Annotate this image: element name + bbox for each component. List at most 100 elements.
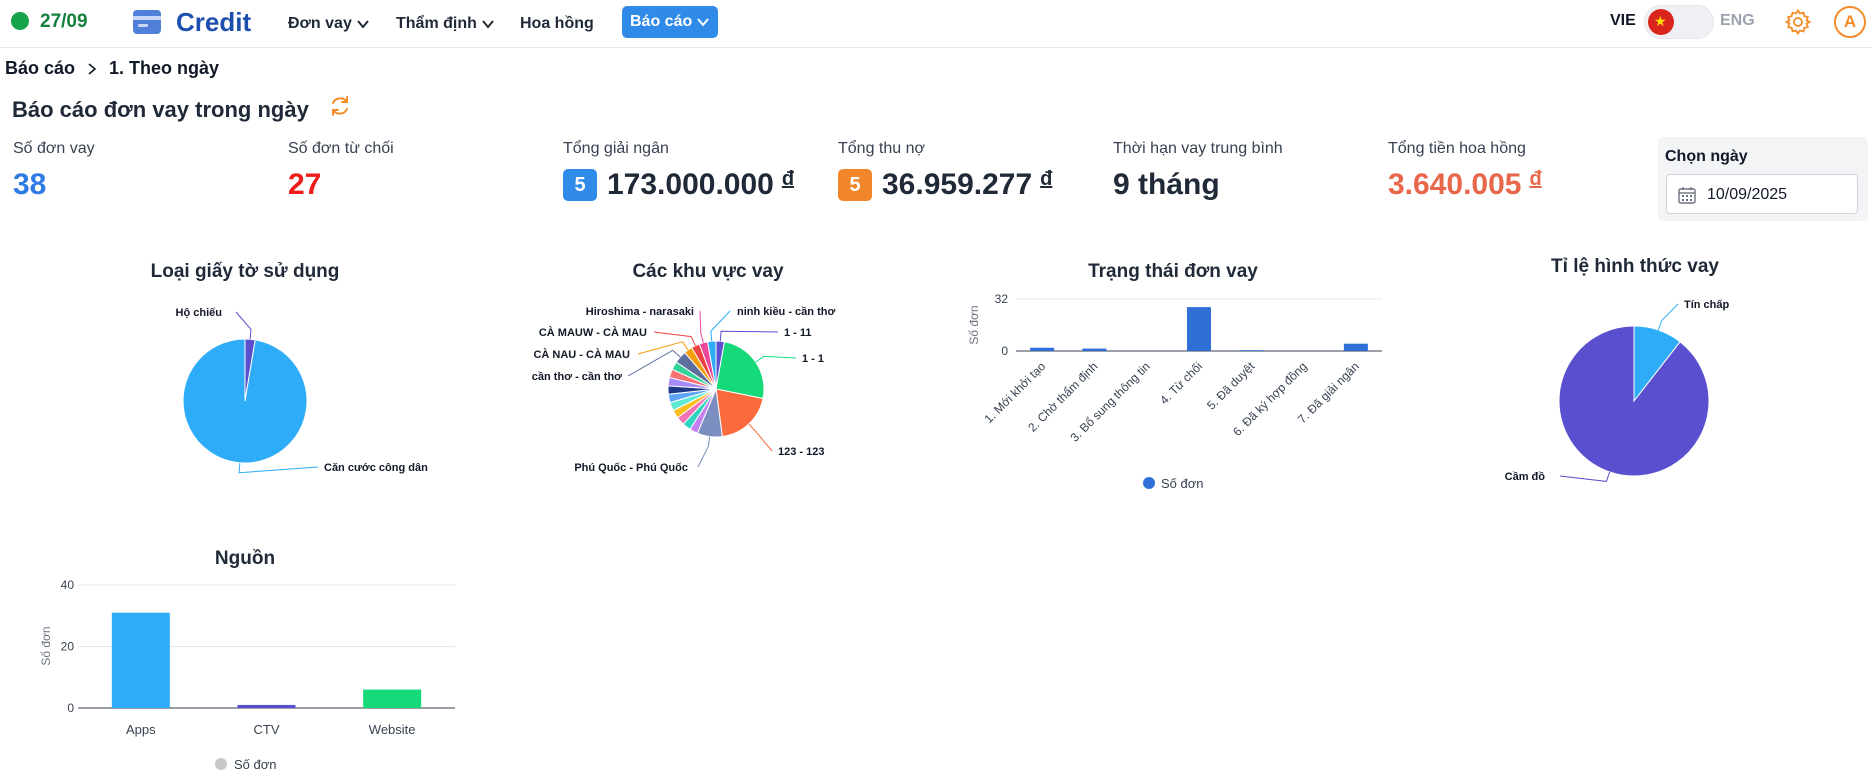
kpi-value: 5 173.000.000 đ — [563, 168, 794, 202]
bar-nguon-bar — [111, 612, 170, 708]
kpi-tong-giai-ngan: Tổng giải ngân 5 173.000.000 đ — [563, 140, 794, 202]
chevron-down-icon — [482, 20, 494, 29]
kpi-label: Số đơn vay — [13, 140, 95, 157]
nav-bao-cao-label: Báo cáo — [630, 13, 693, 30]
pie-hinh-thuc-slice-label: Cầm đồ — [1505, 471, 1546, 483]
bar-trang-thai-legend-label: Số đơn — [1161, 476, 1204, 491]
bar-trang-thai-ylabel: Số đơn — [967, 305, 981, 344]
chart-title-khu-vuc: Các khu vực vay — [632, 261, 784, 282]
pie-loai-giay-to-leader-line — [238, 462, 319, 474]
nav-tham-dinh[interactable]: Thẩm định — [396, 10, 495, 38]
bar-nguon-xtick: Apps — [126, 722, 156, 737]
count-badge[interactable]: 5 — [838, 169, 872, 201]
pie-khu-vuc-slice-label: cần thơ - cần thơ — [532, 371, 622, 383]
date-picker-panel: Chọn ngày 10/09/2025 — [1658, 137, 1868, 221]
bar-trang-thai-legend-marker — [1143, 477, 1155, 489]
lang-vie-label[interactable]: VIE — [1610, 12, 1636, 29]
kpi-number: 27 — [288, 168, 322, 201]
pie-hinh-thuc-slice-label: Tín chấp — [1684, 299, 1730, 311]
pie-khu-vuc-leader-line — [755, 355, 797, 363]
kpi-number: 36.959.277 — [882, 168, 1033, 201]
bar-nguon-legend-marker — [215, 758, 227, 770]
pie-khu-vuc-slice — [706, 340, 717, 390]
lang-eng-label[interactable]: ENG — [1720, 12, 1755, 29]
pie-hinh-thuc-leader-line — [1559, 471, 1611, 482]
nav-tham-dinh-label: Thẩm định — [396, 15, 477, 32]
nav-bao-cao[interactable]: Báo cáo — [622, 6, 719, 38]
bar-nguon-xtick: Website — [369, 722, 416, 737]
brand-name[interactable]: Credit — [176, 7, 252, 37]
kpi-number: 9 tháng — [1113, 168, 1220, 201]
date-input[interactable]: 10/09/2025 — [1666, 174, 1858, 214]
kpi-value: 9 tháng — [1113, 168, 1283, 202]
chart-title-loai-giay-to: Loại giấy tờ sử dụng — [150, 261, 340, 282]
chart-title-trang-thai: Trạng thái đơn vay — [1088, 261, 1258, 282]
chevron-down-icon — [697, 18, 710, 27]
currency-symbol: đ — [781, 167, 795, 190]
currency-symbol: đ — [1040, 167, 1053, 190]
bar-nguon-xtick: CTV — [254, 722, 280, 737]
bar-nguon-bar — [363, 689, 422, 708]
page-title: Báo cáo đơn vay trong ngày — [12, 97, 309, 122]
language-toggle[interactable]: ★ — [1644, 5, 1714, 39]
kpi-label: Thời hạn vay trung bình — [1113, 140, 1283, 157]
breadcrumb-current: 1. Theo ngày — [109, 58, 220, 78]
bar-trang-thai-xtick: 4. Từ chối — [1157, 359, 1205, 407]
pie-khu-vuc-slice-label: 1 - 1 — [802, 353, 824, 365]
pie-loai-giay-to-slice-label: Hộ chiếu — [176, 307, 222, 319]
pie-khu-vuc-leader-line — [748, 423, 773, 452]
kpi-label: Số đơn từ chối — [288, 140, 394, 157]
bar-trang-thai-bar — [1082, 348, 1107, 351]
pie-khu-vuc-slice-label: ninh kiều - cần thơ — [737, 306, 835, 318]
pie-khu-vuc-slice-label: 1 - 11 — [784, 327, 812, 339]
kpi-number: 3.640.005 — [1388, 168, 1522, 201]
breadcrumb: Báo cáo 1. Theo ngày — [5, 58, 219, 79]
vietnam-flag-icon: ★ — [1648, 9, 1674, 35]
bar-trang-thai-bar — [1239, 350, 1264, 351]
pie-khu-vuc-slice — [715, 388, 764, 438]
pie-khu-vuc-leader-line — [627, 349, 681, 377]
chart-title-nguon: Nguồn — [214, 548, 276, 569]
avatar[interactable]: A — [1834, 6, 1866, 38]
bar-nguon-ytick: 40 — [61, 578, 75, 592]
nav-don-vay[interactable]: Đơn vay — [288, 10, 370, 38]
kpi-tong-thu-no: Tổng thu nợ 5 36.959.277 đ — [838, 140, 1052, 202]
nav-don-vay-label: Đơn vay — [288, 15, 352, 32]
credit-card-icon — [133, 10, 161, 34]
refresh-icon[interactable] — [328, 94, 352, 118]
currency-symbol: đ — [1529, 167, 1542, 190]
bar-trang-thai-xtick: 5. Đã duyệt — [1204, 359, 1258, 413]
kpi-so-don-tu-choi: Số đơn từ chối 27 — [288, 140, 394, 202]
kpi-label: Tổng tiền hoa hồng — [1388, 140, 1526, 157]
kpi-number: 173.000.000 — [607, 168, 774, 201]
bar-nguon-ylabel: Số đơn — [39, 626, 53, 665]
kpi-tong-tien-hoa-hong: Tổng tiền hoa hồng 3.640.005 đ — [1388, 140, 1542, 202]
top-navbar: 27/09 Credit Đơn vay Thẩm định Hoa hồng … — [0, 0, 1872, 48]
calendar-icon — [1678, 187, 1696, 204]
nav-hoa-hong-label: Hoa hồng — [520, 15, 594, 32]
bar-nguon-ytick: 0 — [67, 701, 74, 715]
bar-trang-thai-bar — [1187, 307, 1211, 351]
pie-hinh-thuc-slice — [1558, 325, 1710, 477]
pie-khu-vuc-slice-label: 123 - 123 — [778, 446, 824, 458]
kpi-value: 38 — [13, 168, 95, 202]
breadcrumb-root[interactable]: Báo cáo — [5, 58, 76, 78]
pie-khu-vuc-slice-label: CÀ NAU - CÀ MAU — [533, 348, 630, 361]
nav-hoa-hong[interactable]: Hoa hồng — [520, 10, 594, 38]
chevron-down-icon — [357, 20, 369, 29]
pie-khu-vuc-slice-label: Hiroshima - narasaki — [586, 306, 694, 318]
count-badge[interactable]: 5 — [563, 169, 597, 201]
pie-hinh-thuc-leader-line — [1657, 303, 1679, 331]
kpi-value: 5 36.959.277 đ — [838, 168, 1052, 202]
pie-loai-giay-to-slice-label: Căn cước công dân — [324, 462, 428, 474]
bar-nguon-legend-label: Số đơn — [234, 757, 277, 772]
kpi-value: 3.640.005 đ — [1388, 168, 1542, 202]
kpi-value: 27 — [288, 168, 394, 202]
date-picker-label: Chọn ngày — [1665, 148, 1748, 165]
bar-trang-thai-bar — [1030, 347, 1055, 351]
gear-icon[interactable] — [1784, 8, 1812, 36]
pie-khu-vuc-leader-line — [653, 331, 696, 346]
pie-loai-giay-to-leader-line — [235, 311, 252, 340]
kpi-number: 38 — [13, 168, 47, 201]
